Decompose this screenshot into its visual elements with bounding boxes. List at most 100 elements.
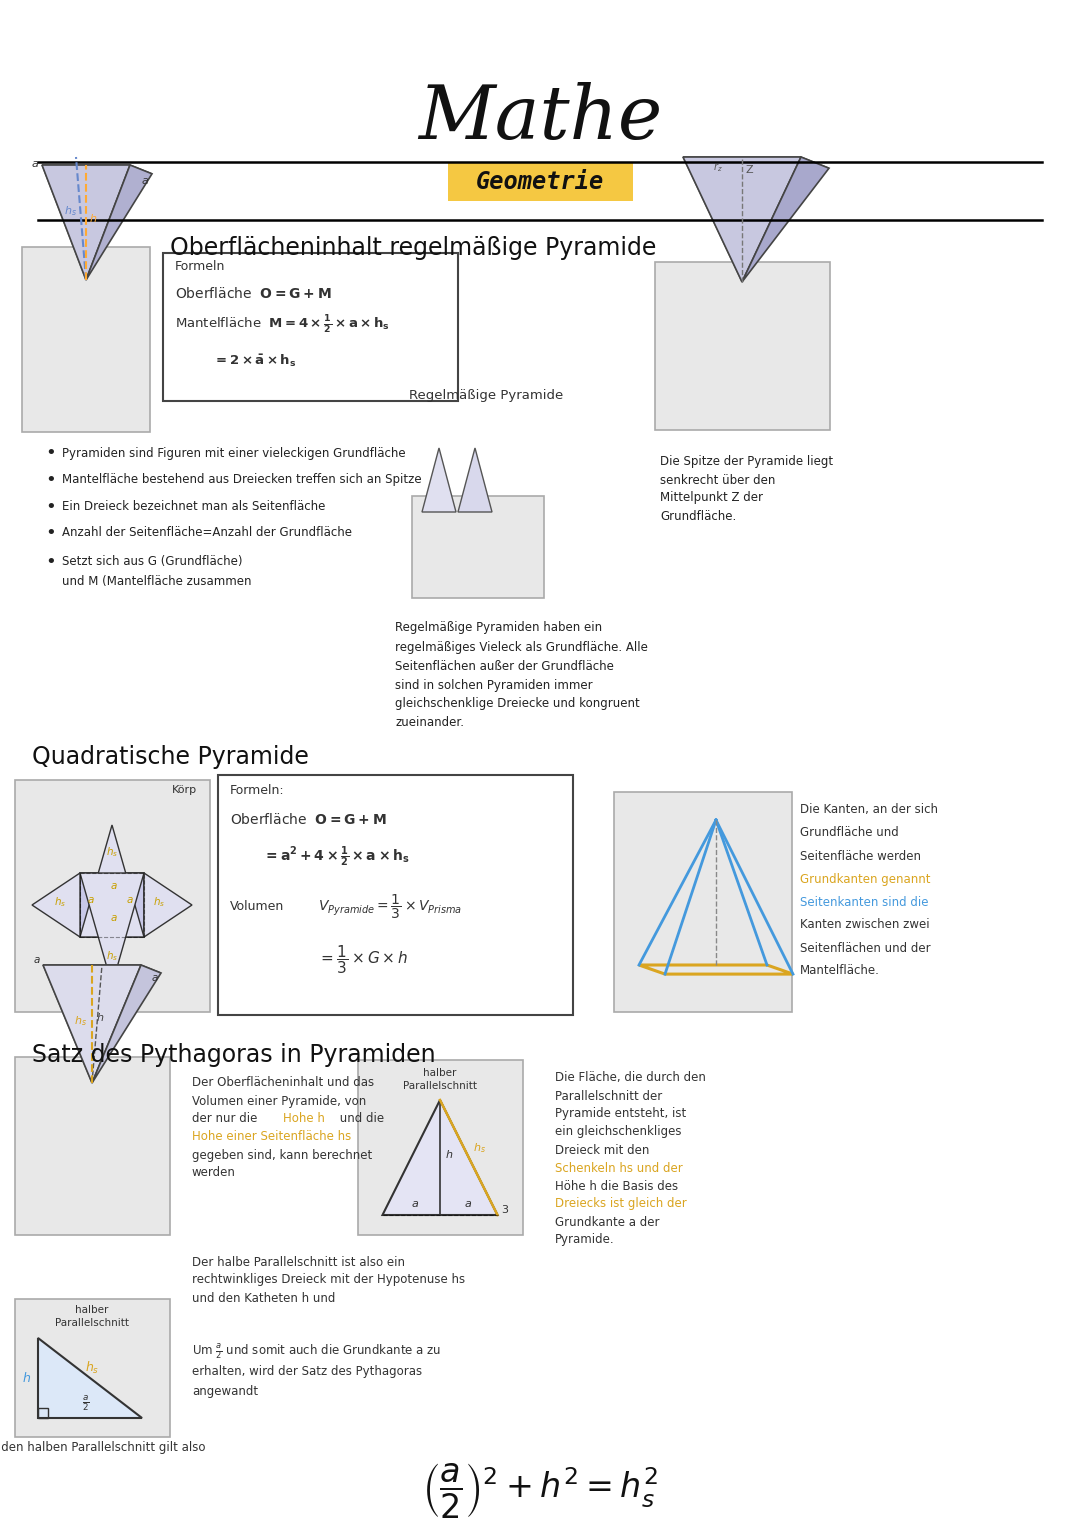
Text: Seitenfläche werden: Seitenfläche werden [800,849,921,863]
Text: Oberfläche  $\mathbf{O = G + M}$: Oberfläche $\mathbf{O = G + M}$ [230,811,387,826]
Text: Um $\frac{a}{2}$ und somit auch die Grundkante a zu: Um $\frac{a}{2}$ und somit auch die Grun… [192,1342,441,1362]
Text: $\mathbf{= 2 \times \bar{a} \times h_s}$: $\mathbf{= 2 \times \bar{a} \times h_s}$ [213,353,297,370]
Text: •: • [45,444,56,463]
Text: $h_s$: $h_s$ [64,205,77,218]
Text: Regelmäßige Pyramiden haben ein: Regelmäßige Pyramiden haben ein [395,621,603,635]
Text: Höhe h die Basis des: Höhe h die Basis des [555,1179,678,1193]
Text: Satz des Pythagoras in Pyramiden: Satz des Pythagoras in Pyramiden [32,1043,435,1067]
Text: •: • [45,553,56,571]
Text: halber: halber [423,1067,457,1078]
Text: •: • [45,498,56,516]
Polygon shape [683,157,742,282]
Text: und die: und die [336,1113,384,1125]
Text: und M (Mantelfläche zusammen: und M (Mantelfläche zusammen [62,576,252,588]
FancyBboxPatch shape [411,496,544,599]
Text: Regelmäßige Pyramide: Regelmäßige Pyramide [409,388,563,402]
Text: Körp: Körp [172,785,198,796]
Polygon shape [683,157,829,168]
Text: $h_s$: $h_s$ [106,844,118,858]
Text: Formeln: Formeln [175,261,226,273]
Text: $h_s$: $h_s$ [54,895,66,909]
Text: Dreiecks ist gleich der: Dreiecks ist gleich der [555,1197,687,1211]
Text: $h_s$: $h_s$ [106,948,118,964]
Text: und den Katheten h und: und den Katheten h und [192,1292,336,1304]
Text: gleichschenklige Dreiecke und kongruent: gleichschenklige Dreiecke und kongruent [395,698,639,710]
Text: $h$: $h$ [22,1371,31,1385]
Text: Grundkante a der: Grundkante a der [555,1215,660,1229]
Text: $h$: $h$ [96,1011,105,1023]
Text: Mantelfläche.: Mantelfläche. [800,965,880,977]
Text: Ein Dreieck bezeichnet man als Seitenfläche: Ein Dreieck bezeichnet man als Seitenflä… [62,501,325,513]
Text: Hohe h: Hohe h [283,1113,325,1125]
Text: Die Spitze der Pyramide liegt: Die Spitze der Pyramide liegt [660,455,833,469]
Text: Setzt sich aus G (Grundfläche): Setzt sich aus G (Grundfläche) [62,556,243,568]
Text: Formeln:: Formeln: [230,785,285,797]
Text: Grundfläche.: Grundfläche. [660,510,737,522]
FancyBboxPatch shape [615,793,792,1012]
Text: Schenkeln hs und der: Schenkeln hs und der [555,1162,683,1174]
Text: $a$: $a$ [87,895,95,906]
Text: $h_s$: $h_s$ [153,895,165,909]
Polygon shape [42,165,130,279]
Text: $h_s$: $h_s$ [75,1014,86,1028]
FancyBboxPatch shape [218,776,573,1015]
Text: Seitenkanten sind die: Seitenkanten sind die [800,895,929,909]
Text: Pyramide entsteht, ist: Pyramide entsteht, ist [555,1107,686,1121]
Polygon shape [80,825,144,938]
Polygon shape [43,965,161,973]
Text: werden: werden [192,1167,235,1179]
Text: Mantelfläche bestehend aus Dreiecken treffen sich an Spitze: Mantelfläche bestehend aus Dreiecken tre… [62,473,421,487]
Text: Seitenflächen und der: Seitenflächen und der [800,942,931,954]
Text: erhalten, wird der Satz des Pythagoras: erhalten, wird der Satz des Pythagoras [192,1365,422,1379]
Text: $h_s$: $h_s$ [473,1142,486,1156]
Text: Für den halben Parallelschnitt gilt also: Für den halben Parallelschnitt gilt also [0,1440,205,1454]
Text: Mantelfläche  $\mathbf{M = 4 \times \frac{1}{2} \times a \times h_s}$: Mantelfläche $\mathbf{M = 4 \times \frac… [175,315,390,336]
Text: $h$: $h$ [445,1147,454,1159]
Text: Pyramide.: Pyramide. [555,1234,615,1246]
Text: Volumen: Volumen [230,901,284,913]
Text: Dreieck mit den: Dreieck mit den [555,1144,649,1156]
Text: Seitenflächen außer der Grundfläche: Seitenflächen außer der Grundfläche [395,660,613,672]
Text: der nur die: der nur die [192,1113,261,1125]
Text: •: • [45,524,56,542]
Polygon shape [382,1099,498,1215]
Text: Grundfläche und: Grundfläche und [800,826,899,840]
Text: $h$: $h$ [89,212,97,224]
Text: Mittelpunkt Z der: Mittelpunkt Z der [660,492,762,504]
FancyBboxPatch shape [357,1060,523,1235]
Text: Grundkanten genannt: Grundkanten genannt [800,872,931,886]
Text: $\mathbf{= a^2 + 4 \times \frac{1}{2} \times a \times h_s}$: $\mathbf{= a^2 + 4 \times \frac{1}{2} \t… [264,844,409,869]
Text: $a$: $a$ [463,1199,472,1209]
Text: Kanten zwischen zwei: Kanten zwischen zwei [800,919,930,931]
Text: rechtwinkliges Dreieck mit der Hypotenuse hs: rechtwinkliges Dreieck mit der Hypotenus… [192,1274,465,1287]
FancyBboxPatch shape [654,263,831,431]
Polygon shape [422,447,456,512]
Text: halber: halber [76,1306,109,1315]
Text: $\frac{a}{2}$: $\frac{a}{2}$ [82,1394,90,1412]
Text: Parallelschnitt: Parallelschnitt [55,1318,129,1328]
Text: Der Oberflächeninhalt und das: Der Oberflächeninhalt und das [192,1077,374,1089]
FancyBboxPatch shape [163,253,458,402]
Text: $r_z$: $r_z$ [713,162,723,174]
Polygon shape [92,965,161,1083]
FancyBboxPatch shape [15,1057,170,1235]
Text: $a$: $a$ [141,176,149,186]
Text: Anzahl der Seitenfläche=Anzahl der Grundfläche: Anzahl der Seitenfläche=Anzahl der Grund… [62,527,352,539]
Polygon shape [32,873,80,938]
Polygon shape [43,965,141,1083]
Text: Z: Z [746,165,754,176]
Polygon shape [42,165,86,279]
FancyBboxPatch shape [22,247,150,432]
Polygon shape [38,1338,141,1419]
Polygon shape [42,165,152,174]
Polygon shape [144,873,192,938]
Text: angewandt: angewandt [192,1385,258,1399]
FancyBboxPatch shape [15,1299,170,1437]
Text: sind in solchen Pyramiden immer: sind in solchen Pyramiden immer [395,678,593,692]
Text: $V_{Pyramide} = \dfrac{1}{3} \times V_{Prisma}$: $V_{Pyramide} = \dfrac{1}{3} \times V_{P… [318,893,462,921]
Text: Die Kanten, an der sich: Die Kanten, an der sich [800,803,939,817]
Text: gegeben sind, kann berechnet: gegeben sind, kann berechnet [192,1148,373,1162]
Polygon shape [80,873,144,938]
Text: Hohe einer Seitenfläche hs: Hohe einer Seitenfläche hs [192,1130,351,1144]
Text: $\left(\dfrac{a}{2}\right)^2 + h^2 = h_s^2$: $\left(\dfrac{a}{2}\right)^2 + h^2 = h_s… [422,1460,658,1519]
